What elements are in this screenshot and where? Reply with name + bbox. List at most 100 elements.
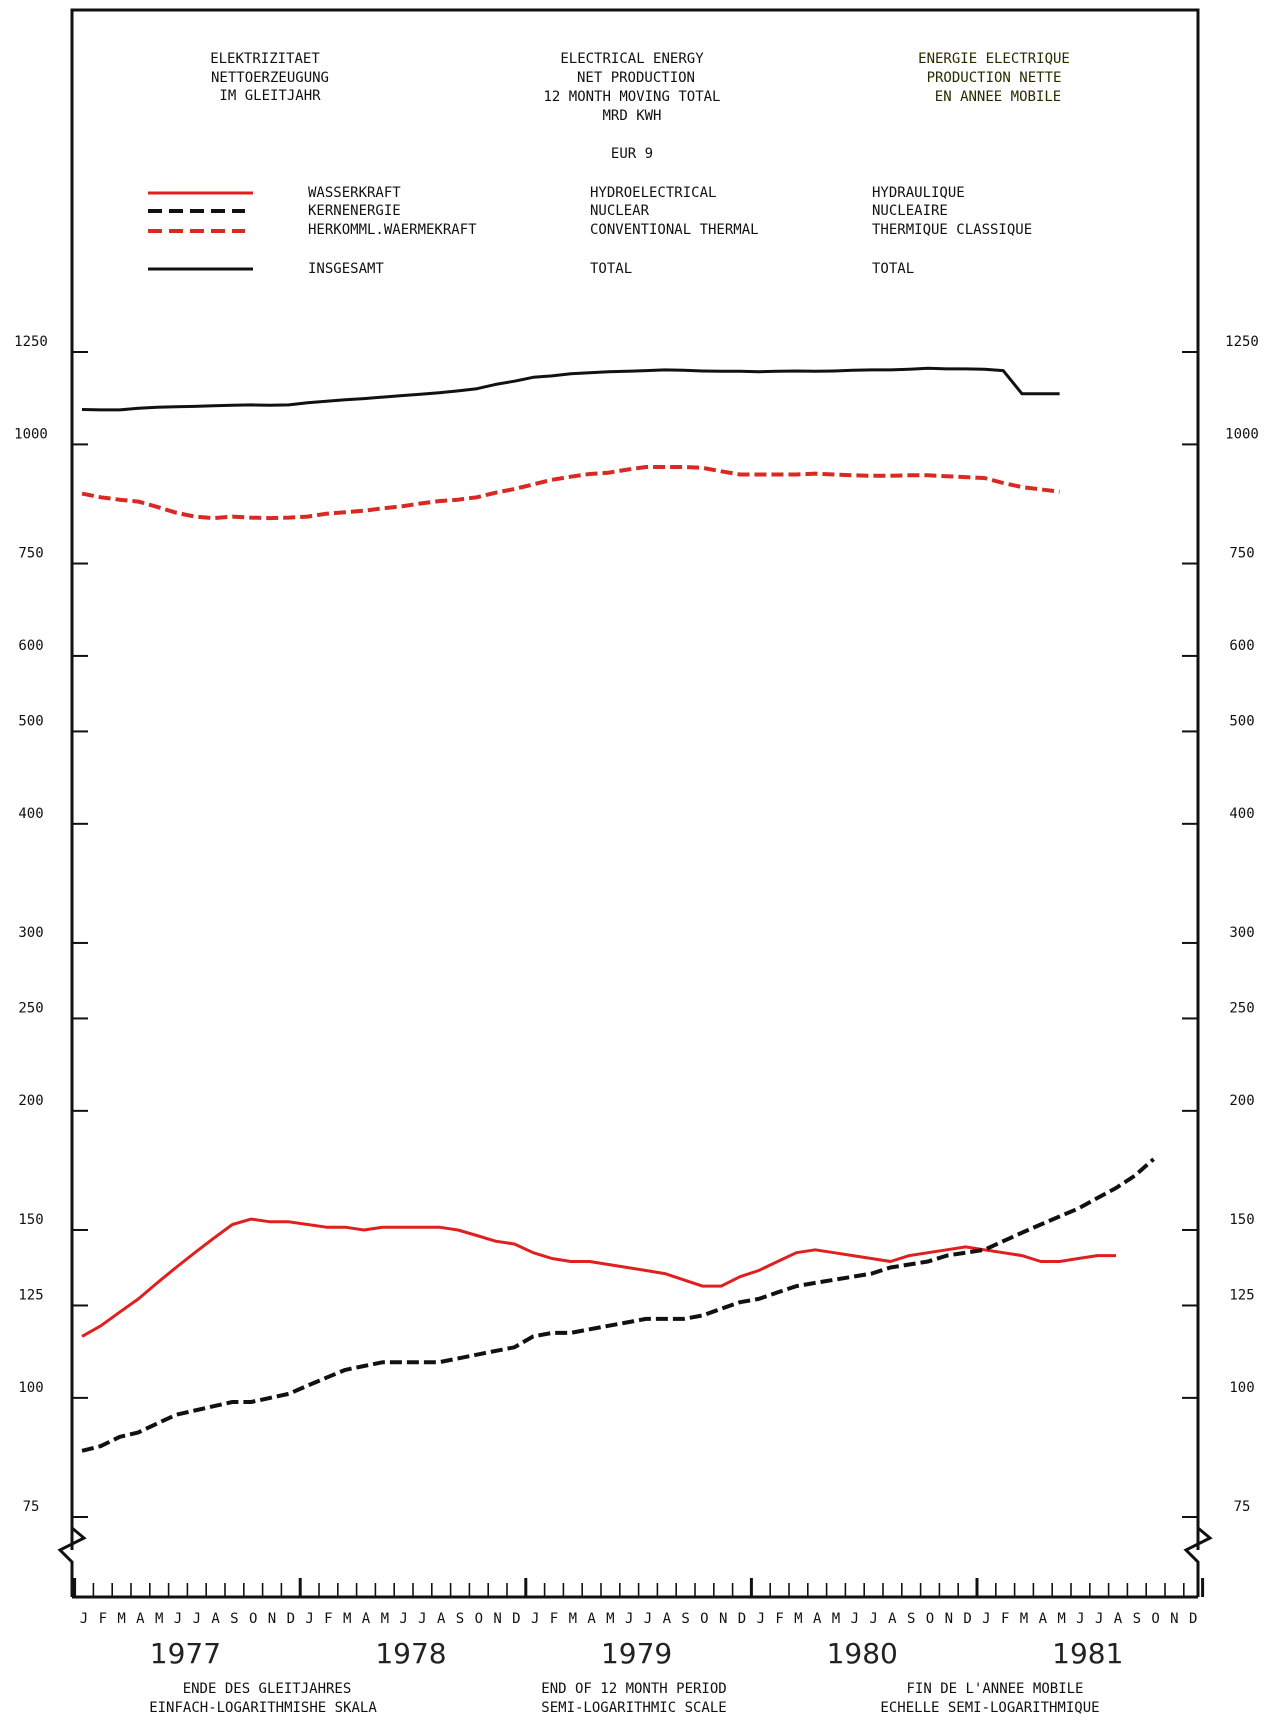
header-french: ENERGIE ELECTRIQUE PRODUCTION NETTE EN A… bbox=[918, 51, 1070, 105]
chart-frame bbox=[70, 8, 1200, 1550]
y-axis-ticks: 1250 1250 1000 1000 750 750 600 600 500 500 400 400… bbox=[14, 334, 1259, 1518]
y-tick-label-right-200: 200 bbox=[1229, 1093, 1254, 1109]
legend-hydro-en: HYDROELECTRICAL bbox=[590, 185, 716, 201]
footer: ENDE DES GLEITJAHRES EINFACH-LOGARITHMIS… bbox=[149, 1681, 1099, 1716]
month-label-39: A bbox=[813, 1611, 822, 1627]
month-label-15: A bbox=[362, 1611, 371, 1627]
y-tick-label-right-600: 600 bbox=[1229, 638, 1254, 654]
month-label-45: O bbox=[926, 1611, 934, 1627]
header-english: ELECTRICAL ENERGY NET PRODUCTION 12 MONT… bbox=[543, 51, 720, 124]
header-en-line-1: ELECTRICAL ENERGY bbox=[560, 51, 704, 67]
y-tick-label-left-125: 125 bbox=[18, 1287, 43, 1303]
month-label-32: S bbox=[681, 1611, 689, 1627]
month-label-44: S bbox=[907, 1611, 915, 1627]
month-label-9: O bbox=[249, 1611, 257, 1627]
month-label-25: F bbox=[550, 1611, 558, 1627]
month-label-50: M bbox=[1020, 1611, 1028, 1627]
month-label-51: A bbox=[1039, 1611, 1048, 1627]
month-label-37: F bbox=[775, 1611, 783, 1627]
month-label-40: M bbox=[832, 1611, 840, 1627]
y-tick-label-left-200: 200 bbox=[18, 1093, 43, 1109]
y-tick-label-right-125: 125 bbox=[1229, 1287, 1254, 1303]
footer-fr-line-1: FIN DE L'ANNEE MOBILE bbox=[906, 1681, 1083, 1697]
header-en-line-2: NET PRODUCTION bbox=[577, 70, 695, 86]
header-en-line-3: 12 MONTH MOVING TOTAL bbox=[543, 89, 720, 105]
y-tick-label-left-400: 400 bbox=[18, 806, 43, 822]
y-tick-label-right-150: 150 bbox=[1229, 1212, 1254, 1228]
year-label-1981: 1981 bbox=[1052, 1637, 1123, 1670]
footer-en-line-1: END OF 12 MONTH PERIOD bbox=[541, 1681, 726, 1697]
y-tick-label-left-1250: 1250 bbox=[14, 334, 48, 350]
series-line-nuclear bbox=[81, 1157, 1155, 1453]
legend-hydro-de: WASSERKRAFT bbox=[308, 185, 401, 201]
month-label-14: M bbox=[343, 1611, 351, 1627]
header-german: ELEKTRIZITAET NETTOERZEUGUNG IM GLEITJAH… bbox=[210, 51, 329, 104]
month-label-7: A bbox=[211, 1611, 220, 1627]
legend: WASSERKRAFT KERNENERGIE HERKOMML.WAERMEK… bbox=[148, 185, 1032, 277]
month-label-43: A bbox=[888, 1611, 897, 1627]
month-label-59: D bbox=[1189, 1611, 1197, 1627]
legend-total-de: INSGESAMT bbox=[308, 261, 384, 277]
y-tick-label-left-150: 150 bbox=[18, 1212, 43, 1228]
y-tick-label-right-250: 250 bbox=[1229, 1000, 1254, 1016]
header-en-line-4: MRD KWH bbox=[602, 108, 661, 124]
y-tick-label-right-1250: 1250 bbox=[1225, 334, 1259, 350]
month-label-11: D bbox=[287, 1611, 295, 1627]
month-label-26: M bbox=[569, 1611, 577, 1627]
header-fr-line-1: ENERGIE ELECTRIQUE bbox=[918, 51, 1070, 67]
month-label-8: S bbox=[230, 1611, 238, 1627]
series-line-total bbox=[81, 366, 1060, 412]
month-label-54: J bbox=[1095, 1611, 1103, 1627]
year-label-1980: 1980 bbox=[827, 1637, 898, 1670]
footer-en-line-2: SEMI-LOGARITHMIC SCALE bbox=[541, 1700, 726, 1716]
footer-de-line-2: EINFACH-LOGARITHMISHE SKALA bbox=[149, 1700, 377, 1716]
month-label-19: A bbox=[437, 1611, 446, 1627]
footer-de-line-1: ENDE DES GLEITJAHRES bbox=[183, 1681, 352, 1697]
series-line-thermal bbox=[81, 465, 1060, 521]
month-label-12: J bbox=[305, 1611, 313, 1627]
y-tick-label-left-100: 100 bbox=[18, 1380, 43, 1396]
year-label-1978: 1978 bbox=[375, 1637, 446, 1670]
month-label-48: J bbox=[982, 1611, 990, 1627]
series-line-hydro bbox=[81, 1217, 1116, 1338]
legend-nuclear-en: NUCLEAR bbox=[590, 203, 650, 219]
month-label-29: J bbox=[625, 1611, 633, 1627]
month-label-52: M bbox=[1057, 1611, 1065, 1627]
y-tick-label-left-250: 250 bbox=[18, 1000, 43, 1016]
month-label-13: F bbox=[324, 1611, 332, 1627]
footer-fr-line-2: ECHELLE SEMI-LOGARITHMIQUE bbox=[880, 1700, 1099, 1716]
month-label-47: D bbox=[963, 1611, 971, 1627]
y-tick-label-left-1000: 1000 bbox=[14, 426, 48, 442]
header-de-line-2: NETTOERZEUGUNG bbox=[211, 70, 329, 86]
legend-total-en: TOTAL bbox=[590, 261, 632, 277]
month-label-16: M bbox=[381, 1611, 389, 1627]
month-label-10: N bbox=[268, 1611, 276, 1627]
month-label-21: O bbox=[475, 1611, 483, 1627]
legend-hydro-fr: HYDRAULIQUE bbox=[872, 185, 965, 201]
month-label-17: J bbox=[399, 1611, 407, 1627]
y-tick-label-left-300: 300 bbox=[18, 925, 43, 941]
legend-nuclear-de: KERNENERGIE bbox=[308, 203, 401, 219]
month-label-20: S bbox=[456, 1611, 464, 1627]
region-label: EUR 9 bbox=[611, 146, 653, 162]
month-label-46: N bbox=[945, 1611, 953, 1627]
legend-thermal-fr: THERMIQUE CLASSIQUE bbox=[872, 222, 1032, 238]
header-de-line-3: IM GLEITJAHR bbox=[219, 88, 321, 104]
axis-break-right bbox=[1183, 1526, 1213, 1597]
year-label-1979: 1979 bbox=[601, 1637, 672, 1670]
header-fr-line-2: PRODUCTION NETTE bbox=[927, 70, 1062, 86]
month-label-2: M bbox=[117, 1611, 125, 1627]
y-tick-label-right-300: 300 bbox=[1229, 925, 1254, 941]
month-label-42: J bbox=[869, 1611, 877, 1627]
y-tick-label-right-500: 500 bbox=[1229, 713, 1254, 729]
month-label-1: F bbox=[99, 1611, 107, 1627]
month-label-41: J bbox=[851, 1611, 859, 1627]
month-label-49: F bbox=[1001, 1611, 1009, 1627]
month-label-30: J bbox=[644, 1611, 652, 1627]
month-label-4: M bbox=[155, 1611, 163, 1627]
y-tick-label-right-100: 100 bbox=[1229, 1380, 1254, 1396]
y-tick-label-right-75: 75 bbox=[1234, 1499, 1251, 1515]
month-label-36: J bbox=[757, 1611, 765, 1627]
y-tick-label-left-750: 750 bbox=[18, 546, 43, 562]
